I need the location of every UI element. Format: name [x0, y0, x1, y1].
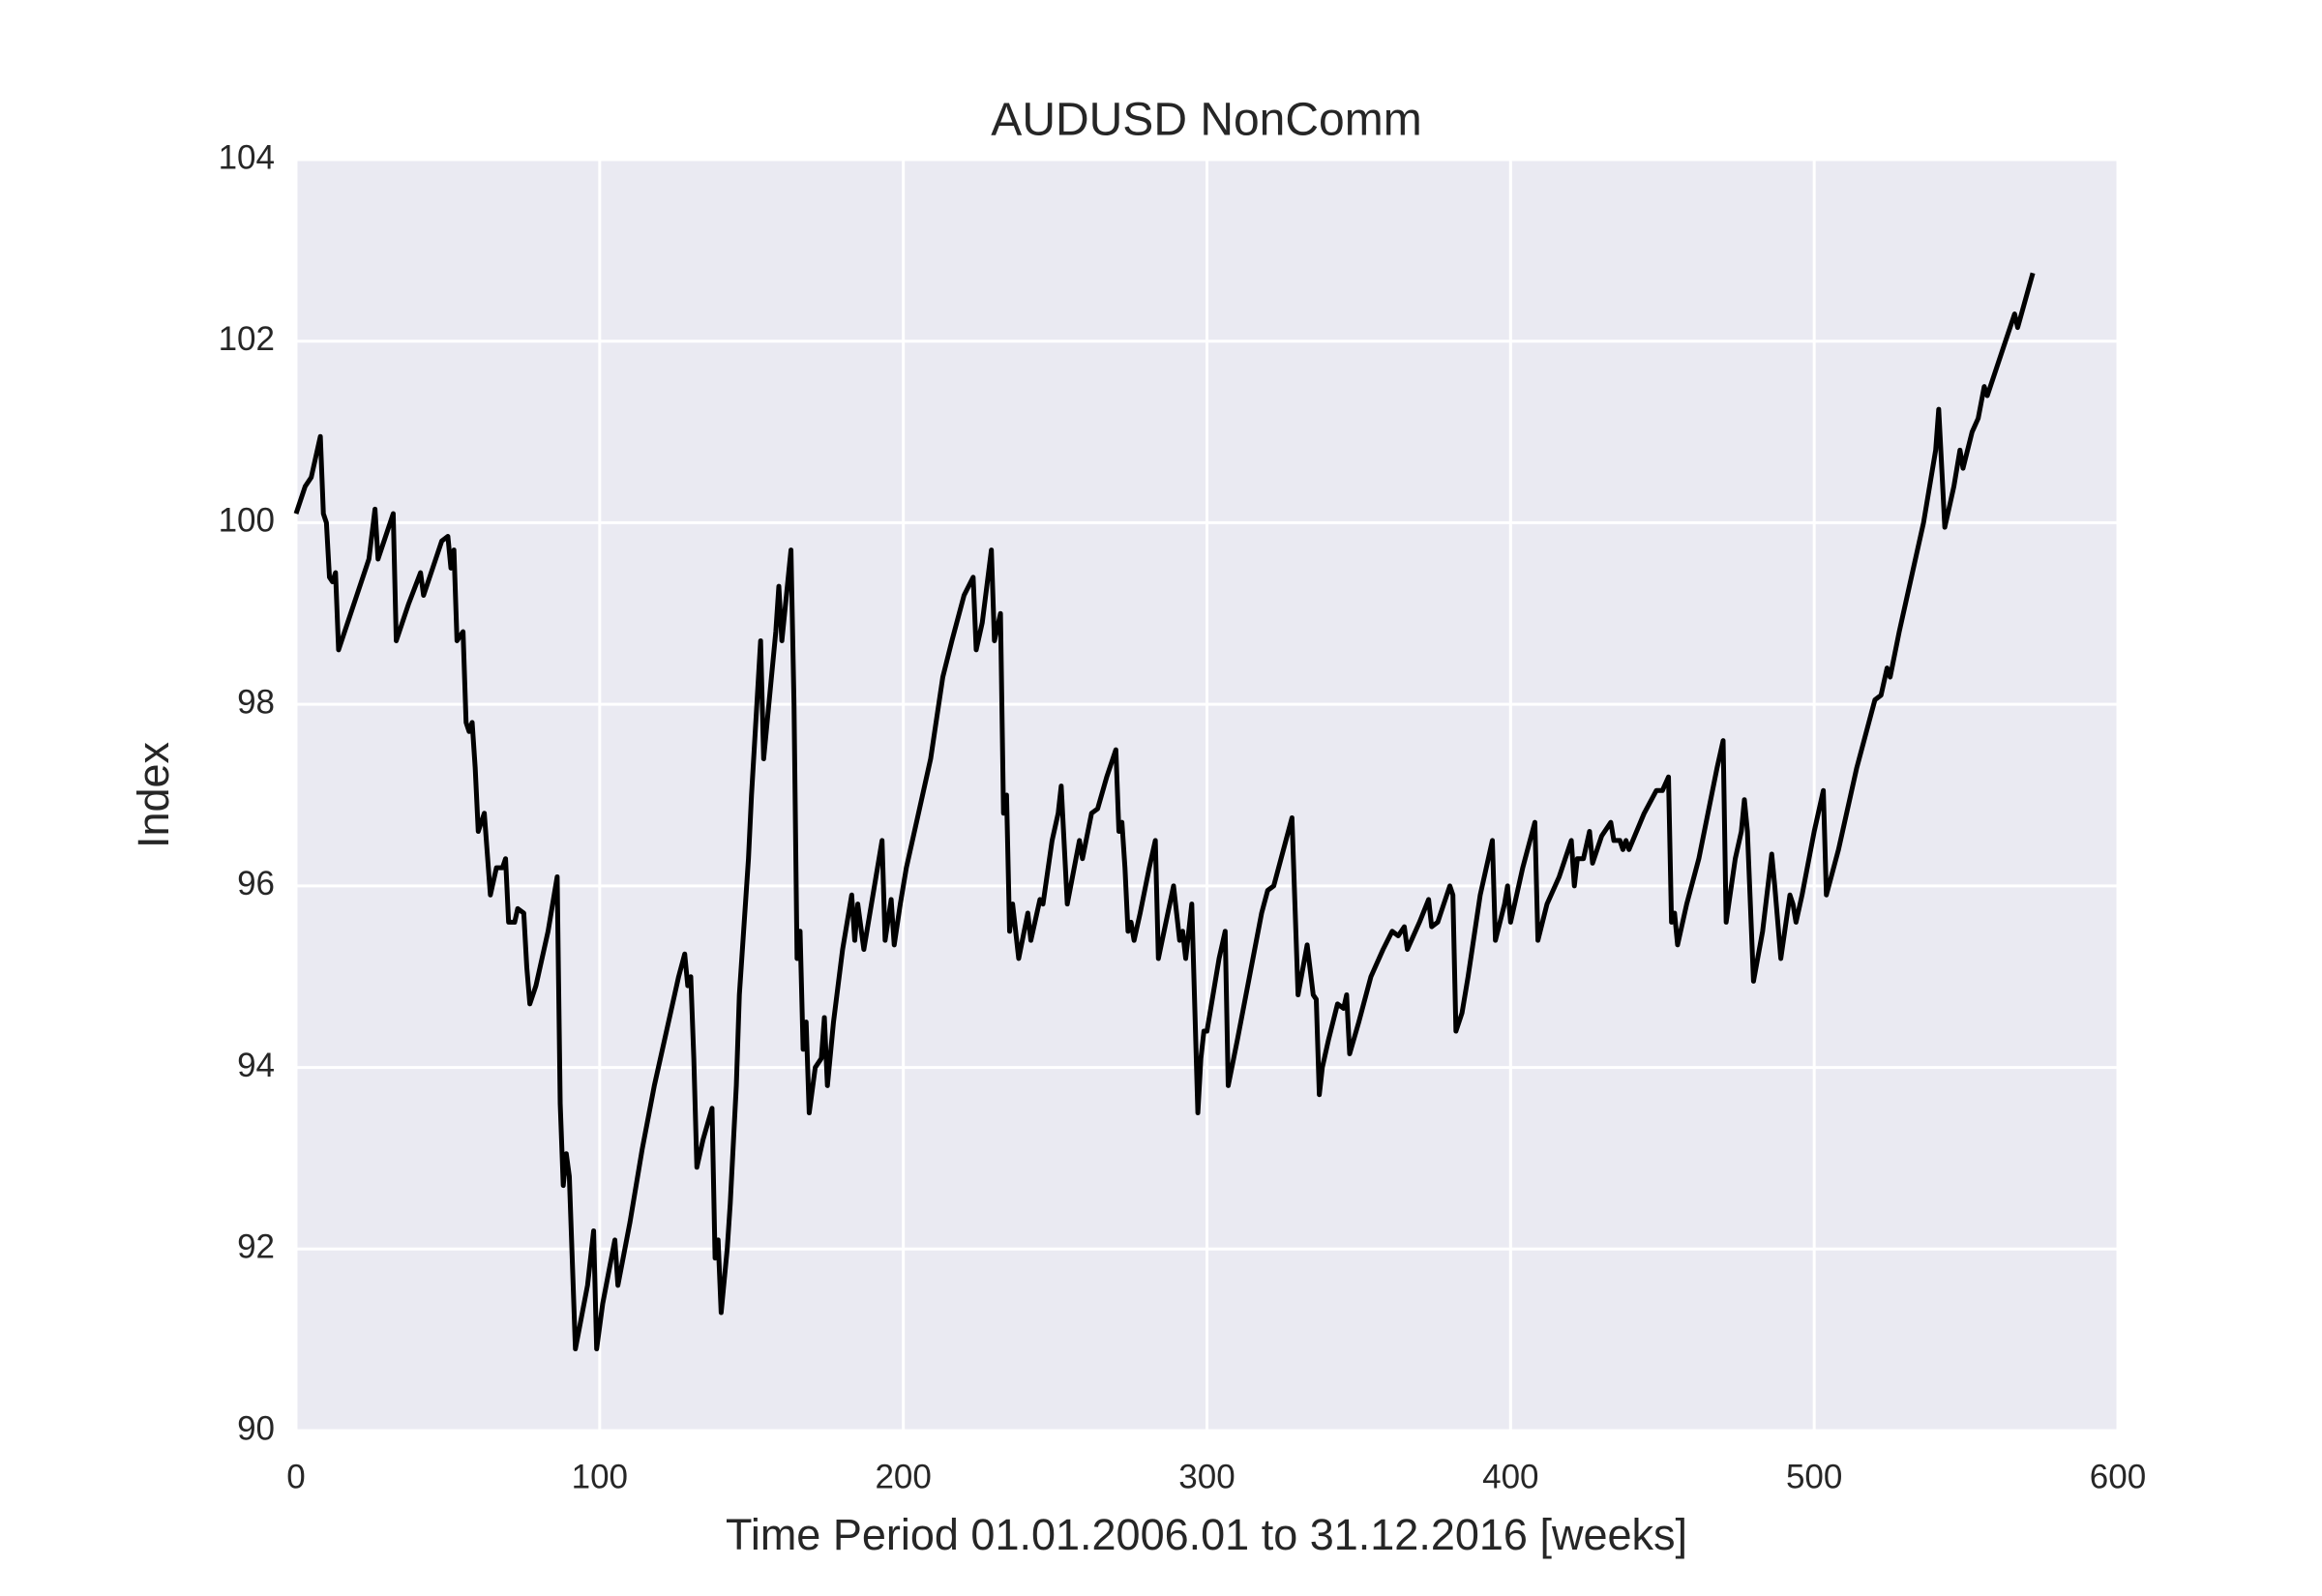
- y-tick-label: 104: [219, 138, 275, 176]
- y-tick-label: 90: [237, 1409, 275, 1447]
- y-tick-label: 92: [237, 1228, 275, 1266]
- y-tick-label: 96: [237, 865, 275, 902]
- chart-title: AUDUSD NonComm: [991, 95, 1421, 146]
- x-tick-label: 600: [2090, 1458, 2146, 1495]
- x-axis-label: Time Period 01.01.2006.01 to 31.12.2016 …: [726, 1510, 1687, 1559]
- x-tick-label: 0: [286, 1458, 305, 1495]
- y-axis-label: Index: [129, 741, 178, 848]
- y-tick-label: 102: [219, 320, 275, 358]
- x-tick-label: 200: [875, 1458, 931, 1495]
- x-tick-label: 500: [1786, 1458, 1842, 1495]
- y-tick-label: 100: [219, 502, 275, 540]
- y-tick-label: 98: [237, 683, 275, 721]
- x-tick-label: 400: [1482, 1458, 1538, 1495]
- x-tick-label: 300: [1178, 1458, 1235, 1495]
- x-tick-label: 100: [572, 1458, 628, 1495]
- data-line: [293, 272, 2036, 1352]
- y-tick-label: 94: [237, 1047, 275, 1084]
